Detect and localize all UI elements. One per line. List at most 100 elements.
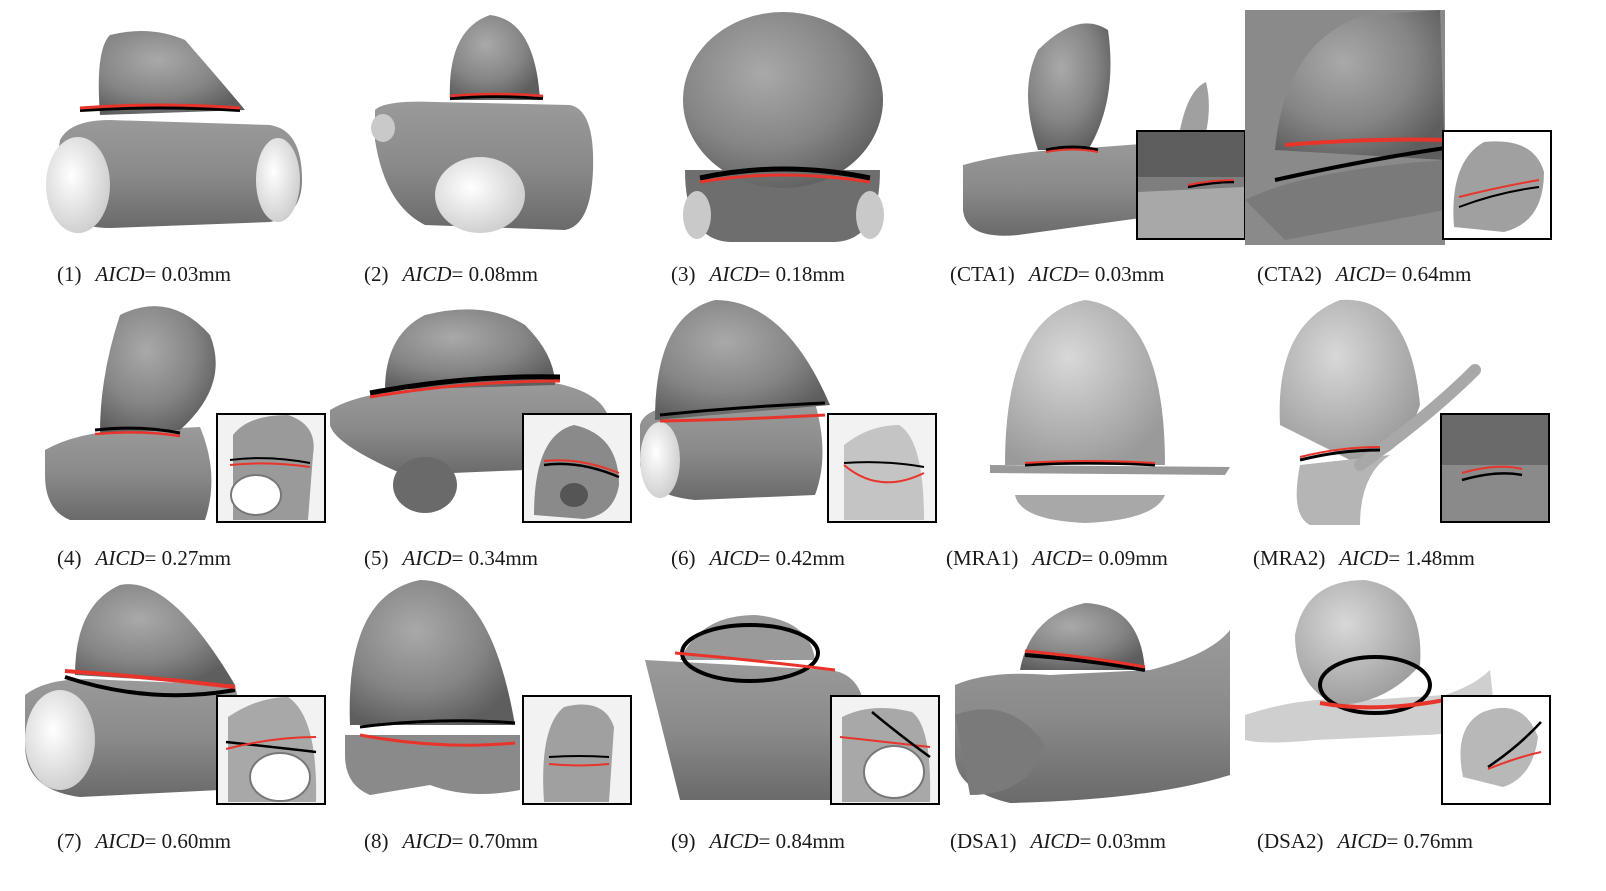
aneurysm-render-image — [683, 12, 884, 242]
panel-id: (MRA1) — [946, 546, 1019, 570]
zoom-inset — [827, 413, 937, 523]
metric-value: 0.08 — [468, 262, 506, 286]
aneurysm-render-image — [371, 15, 594, 233]
inset-render-image — [843, 425, 925, 520]
unit: mm — [198, 262, 232, 286]
inset-render-image — [225, 697, 317, 802]
aneurysm-render-image — [955, 603, 1230, 803]
panel-cta1 — [958, 10, 1248, 245]
inset-render-image — [1442, 415, 1548, 482]
panel-8 — [340, 575, 635, 807]
panel-id: (5) — [364, 546, 389, 570]
inset-render-image — [534, 425, 620, 519]
panel-4 — [40, 295, 330, 525]
metric-label: AICD — [1337, 829, 1387, 853]
aneurysm-render-image — [345, 580, 520, 795]
panel-caption: (DSA2) AICD= 0.76mm — [1257, 829, 1474, 853]
metric-value: 0.84 — [775, 829, 813, 853]
unit: mm — [505, 829, 539, 853]
metric-value: 0.03 — [161, 262, 199, 286]
unit: mm — [812, 546, 846, 570]
panel-5 — [325, 295, 635, 525]
unit: mm — [198, 829, 232, 853]
panel-caption: (7) AICD= 0.60mm — [57, 829, 232, 853]
unit: mm — [1135, 546, 1168, 570]
panel-id: (CTA1) — [950, 262, 1015, 286]
unit: mm — [812, 829, 846, 853]
aneurysm-render-image — [1279, 299, 1481, 525]
metric-label: AICD — [95, 262, 145, 286]
panel-caption: (1) AICD= 0.03mm — [57, 262, 232, 286]
panel-1 — [40, 10, 310, 245]
metric-label: AICD — [402, 829, 452, 853]
panel-dsa1 — [950, 575, 1240, 807]
metric-label: AICD — [1339, 546, 1389, 570]
panel-2 — [355, 10, 600, 245]
unit: mm — [1133, 829, 1167, 853]
metric-value: 0.42 — [775, 546, 813, 570]
panel-caption: (3) AICD= 0.18mm — [671, 262, 846, 286]
panel-9 — [640, 575, 940, 807]
panel-7 — [20, 575, 330, 807]
panel-caption: (8) AICD= 0.70mm — [364, 829, 539, 853]
unit: mm — [1131, 262, 1165, 286]
panel-id: (4) — [57, 546, 82, 570]
zoom-inset — [216, 695, 326, 805]
zoom-inset — [1440, 413, 1550, 523]
metric-value: 0.27 — [161, 546, 199, 570]
aneurysm-render-image — [640, 300, 830, 500]
metric-label: AICD — [709, 546, 759, 570]
zoom-inset — [1441, 695, 1551, 805]
panel-3 — [675, 10, 890, 245]
metric-value: 0.18 — [775, 262, 813, 286]
panel-6 — [635, 295, 940, 525]
aneurysm-render-image — [46, 31, 302, 233]
panel-caption: (CTA1) AICD= 0.03mm — [950, 262, 1165, 286]
panel-id: (9) — [671, 829, 696, 853]
inset-render-image — [1460, 707, 1542, 787]
metric-value: 1.48 — [1405, 546, 1443, 570]
metric-value: 0.09 — [1098, 546, 1136, 570]
metric-value: 0.70 — [468, 829, 506, 853]
panel-id: (2) — [364, 262, 389, 286]
metric-value: 0.76 — [1403, 829, 1441, 853]
zoom-inset — [522, 695, 632, 805]
aneurysm-render-image — [25, 584, 240, 797]
panel-caption: (MRA2) AICD= 1.48mm — [1253, 546, 1475, 570]
metric-label: AICD — [402, 546, 452, 570]
metric-label: AICD — [1335, 262, 1385, 286]
panel-caption: (5) AICD= 0.34mm — [364, 546, 539, 570]
unit: mm — [1438, 262, 1472, 286]
panel-id: (6) — [671, 546, 696, 570]
metric-label: AICD — [1032, 546, 1082, 570]
zoom-inset — [522, 413, 632, 523]
panel-id: (7) — [57, 829, 82, 853]
metric-value: 0.34 — [468, 546, 506, 570]
panel-caption: (4) AICD= 0.27mm — [57, 546, 232, 570]
inset-render-image — [229, 415, 314, 520]
zoom-inset — [1136, 130, 1246, 240]
metric-label: AICD — [95, 546, 145, 570]
inset-render-image — [543, 704, 614, 802]
zoom-inset — [830, 695, 940, 805]
unit: mm — [812, 262, 846, 286]
panel-cta2 — [1245, 10, 1552, 245]
panel-caption: (2) AICD= 0.08mm — [364, 262, 539, 286]
panel-id: (1) — [57, 262, 82, 286]
panel-mra1 — [985, 295, 1235, 525]
panel-id: (3) — [671, 262, 696, 286]
metric-label: AICD — [95, 829, 145, 853]
inset-render-image — [1138, 132, 1244, 238]
panel-id: (DSA2) — [1257, 829, 1324, 853]
panel-caption: (MRA1) AICD= 0.09mm — [946, 546, 1168, 570]
metric-value: 0.03 — [1096, 829, 1134, 853]
aneurysm-render-image — [645, 615, 866, 800]
panel-caption: (DSA1) AICD= 0.03mm — [950, 829, 1167, 853]
panel-mra2 — [1260, 295, 1552, 525]
aneurysm-render-image — [45, 306, 216, 520]
panel-caption: (9) AICD= 0.84mm — [671, 829, 846, 853]
aneurysm-render-image — [1245, 580, 1495, 743]
metric-label: AICD — [709, 262, 759, 286]
inset-render-image — [1453, 141, 1544, 232]
metric-label: AICD — [709, 829, 759, 853]
